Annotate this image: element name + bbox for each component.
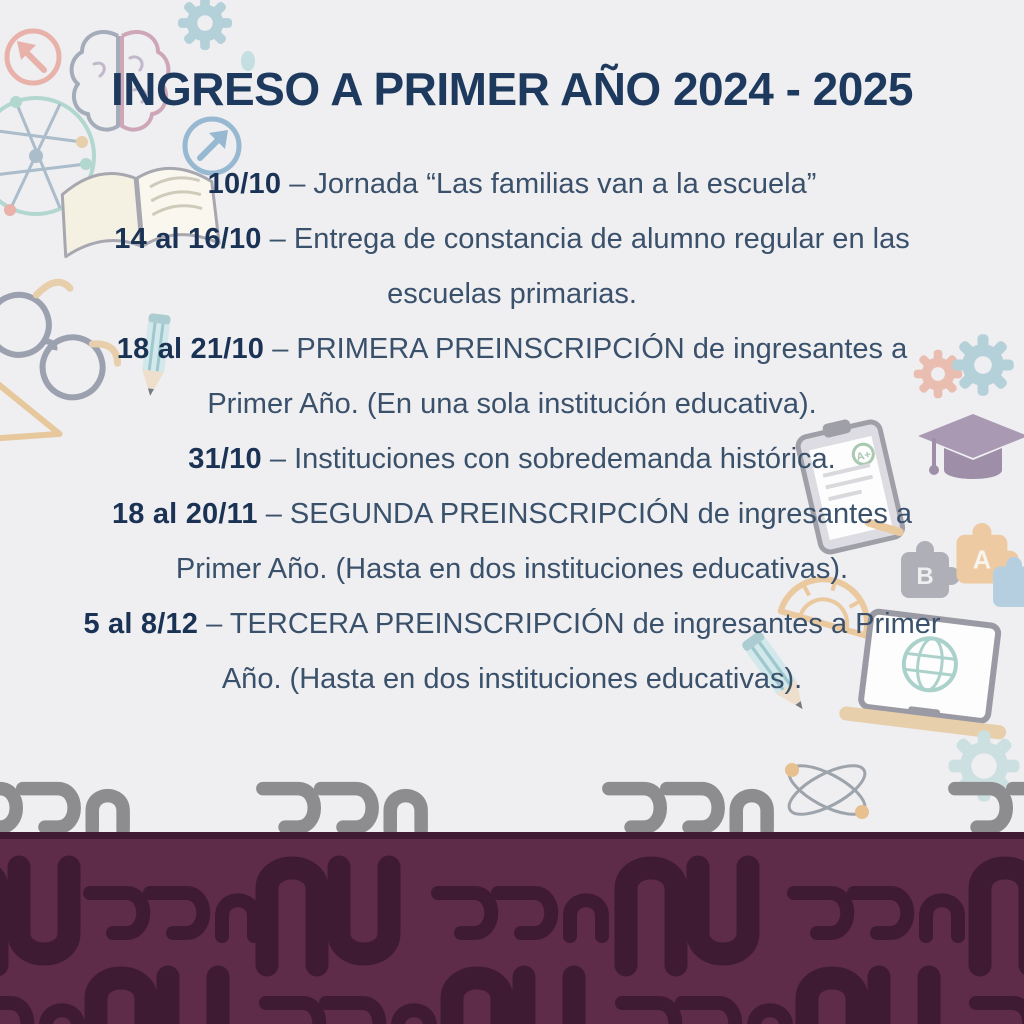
schedule-desc: – Jornada “Las familias van a la escuela… bbox=[289, 168, 817, 200]
schedule-item: 31/10 – Instituciones con sobredemanda h… bbox=[72, 432, 952, 487]
brand-band: JuJuy Con la gente bbox=[0, 832, 1024, 1024]
schedule-date: 18 al 20/11 bbox=[111, 498, 258, 530]
schedule-list: 10/10 – Jornada “Las familias van a la e… bbox=[32, 157, 992, 707]
schedule-date: 31/10 bbox=[188, 443, 262, 475]
schedule-date: 14 al 16/10 bbox=[114, 223, 262, 255]
jujuy-pattern-gray-glyph bbox=[256, 777, 428, 832]
schedule-desc: – TERCERA PREINSCRIPCIÓN de ingresantes … bbox=[206, 608, 941, 695]
jujuy-pattern bbox=[0, 839, 1024, 1024]
atom-icon bbox=[785, 763, 869, 819]
schedule-item: 18 al 20/11 – SEGUNDA PREINSCRIPCIÓN de … bbox=[72, 487, 952, 597]
jujuy-pattern-gray-glyph bbox=[0, 777, 130, 832]
schedule-item: 14 al 16/10 – Entrega de constancia de a… bbox=[112, 212, 912, 322]
poster-title: INGRESO A PRIMER AÑO 2024 - 2025 bbox=[110, 63, 914, 115]
jujuy-pattern-gray-glyph bbox=[602, 777, 774, 832]
gear-icon bbox=[177, 0, 233, 51]
schedule-item: 10/10 – Jornada “Las familias van a la e… bbox=[72, 157, 952, 212]
schedule-date: 18 al 21/10 bbox=[116, 333, 265, 365]
schedule-date: 10/10 bbox=[207, 168, 282, 200]
schedule-desc: – Instituciones con sobredemanda históri… bbox=[269, 443, 836, 475]
schedule-desc: – PRIMERA PREINSCRIPCIÓN de ingresantes … bbox=[207, 333, 908, 420]
schedule-item: 5 al 8/12 – TERCERA PREINSCRIPCIÓN de in… bbox=[72, 597, 952, 707]
schedule-item: 18 al 21/10 – PRIMERA PREINSCRIPCIÓN de … bbox=[72, 322, 952, 432]
schedule-desc: – Entrega de constancia de alumno regula… bbox=[269, 223, 910, 310]
schedule-desc: – SEGUNDA PREINSCRIPCIÓN de ingresantes … bbox=[175, 498, 913, 585]
schedule-date: 5 al 8/12 bbox=[83, 608, 199, 640]
jujuy-pattern-gray-glyph bbox=[948, 777, 1024, 832]
